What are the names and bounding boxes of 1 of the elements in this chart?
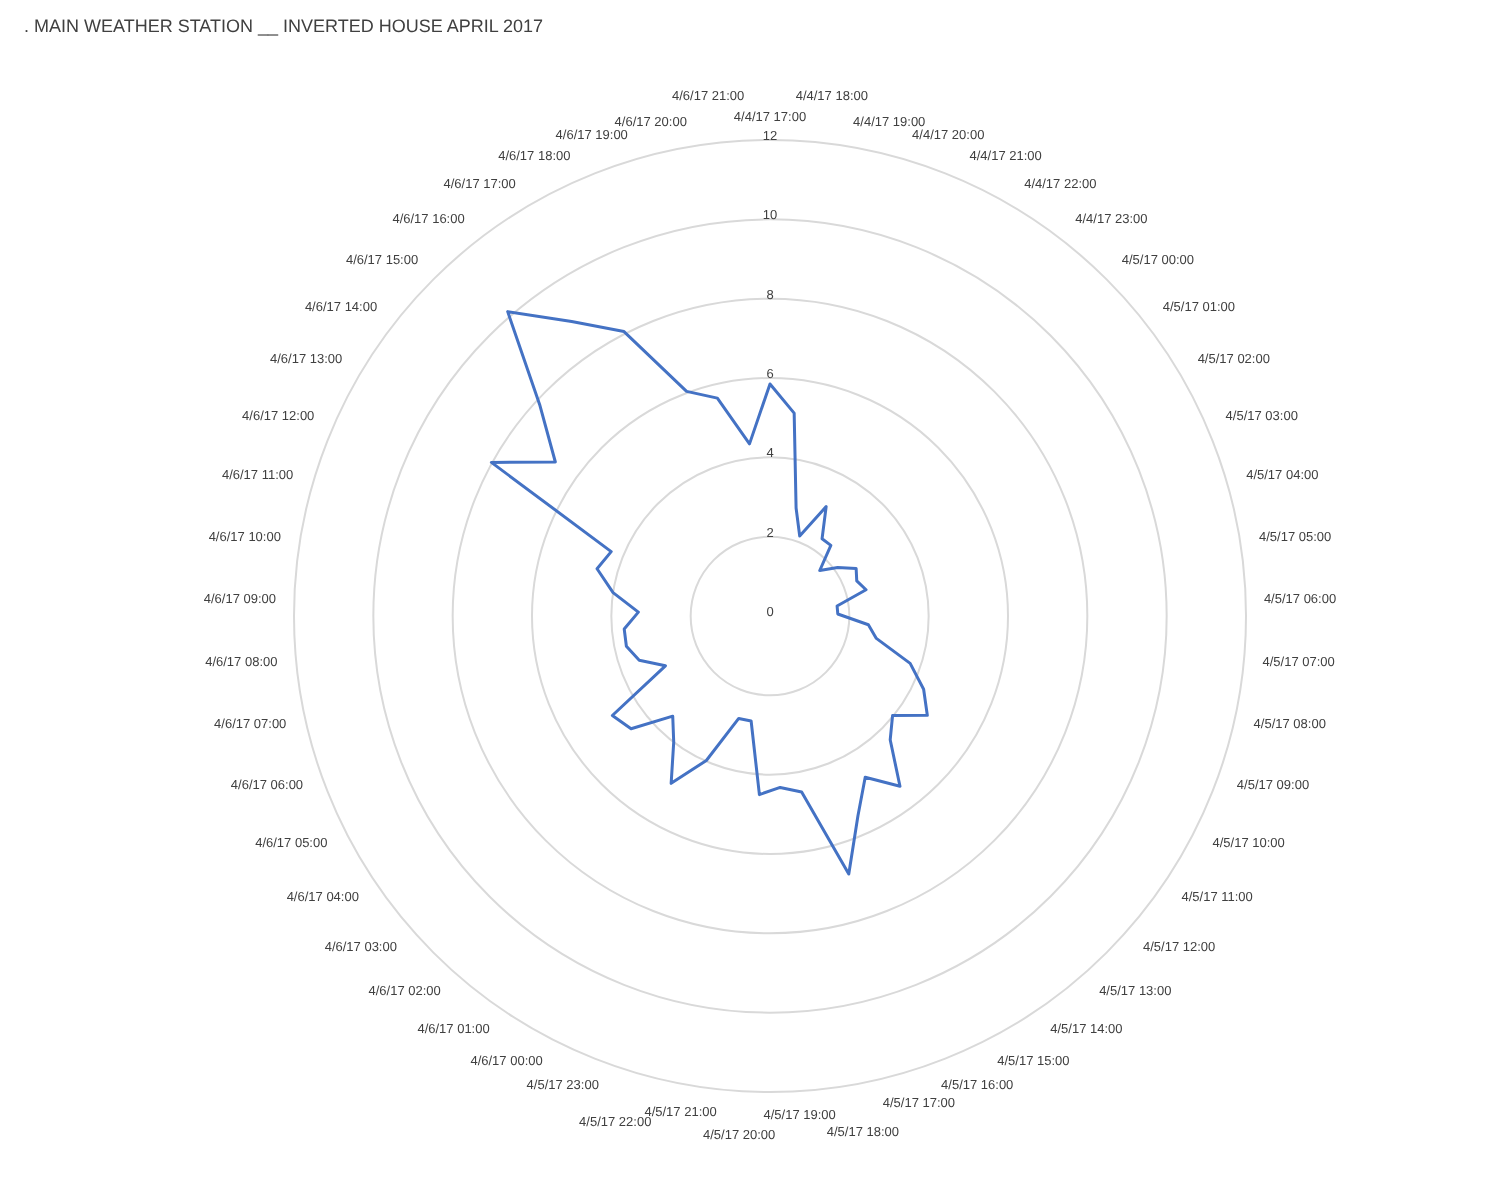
chart-title: . MAIN WEATHER STATION __ INVERTED HOUSE APRIL 2017: [24, 16, 544, 36]
